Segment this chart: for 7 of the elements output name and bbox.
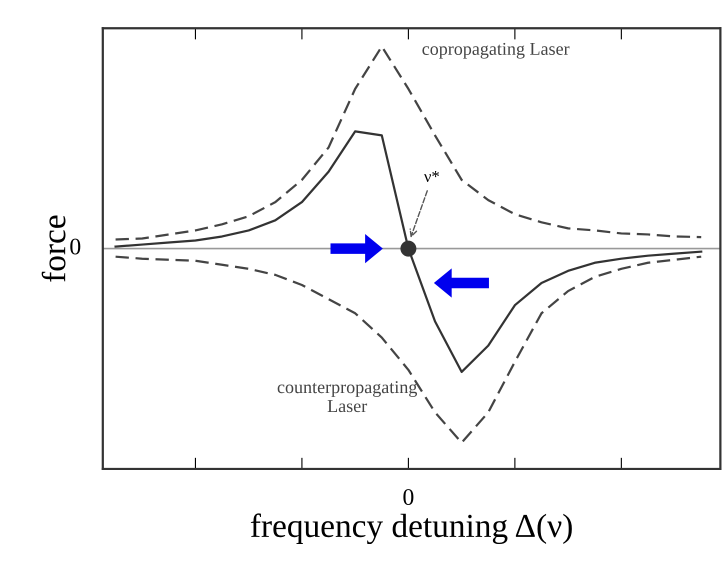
x-axis-title: frequency detuning Δ(ν) <box>250 513 572 544</box>
annotation: ν* <box>424 170 439 182</box>
y-axis-title: force <box>42 216 66 282</box>
series-label: counterpropagating Laser <box>278 381 418 412</box>
text: 0 <box>70 238 80 255</box>
text: 0 <box>403 489 414 506</box>
series-label: copropagating Laser <box>422 42 570 59</box>
